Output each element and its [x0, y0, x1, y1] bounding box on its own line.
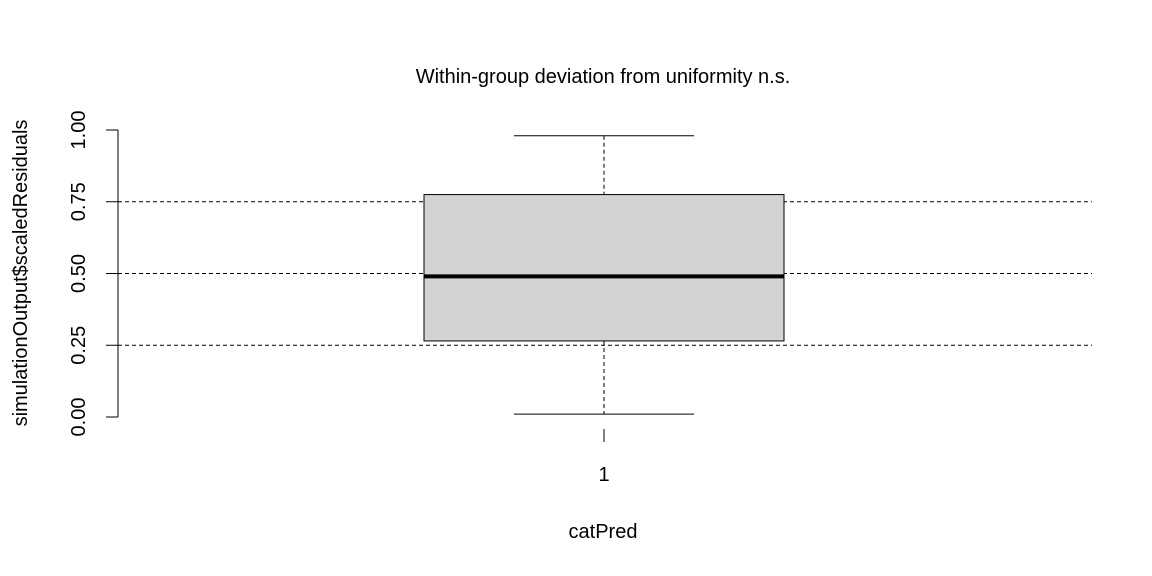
x-tick-label-0: 1 [598, 464, 609, 486]
y-tick-label-4: 1.00 [68, 111, 90, 150]
boxes [423, 135, 785, 415]
y-tick-label-0: 0.00 [68, 398, 90, 437]
x-axis-label: catPred [569, 521, 638, 543]
y-axis-label: simulationOutput$scaledResiduals [10, 120, 32, 427]
box-group-0 [423, 135, 785, 415]
y-tick-label-1: 0.25 [68, 326, 90, 365]
chart-title: Within-group deviation from uniformity n… [416, 66, 791, 88]
y-axis: 0.00 0.25 0.50 0.75 1.00 [68, 111, 119, 437]
y-tick-label-3: 0.75 [68, 182, 90, 221]
x-axis: 1 [598, 429, 610, 486]
y-tick-label-2: 0.50 [68, 254, 90, 293]
iqr-box [423, 194, 785, 342]
